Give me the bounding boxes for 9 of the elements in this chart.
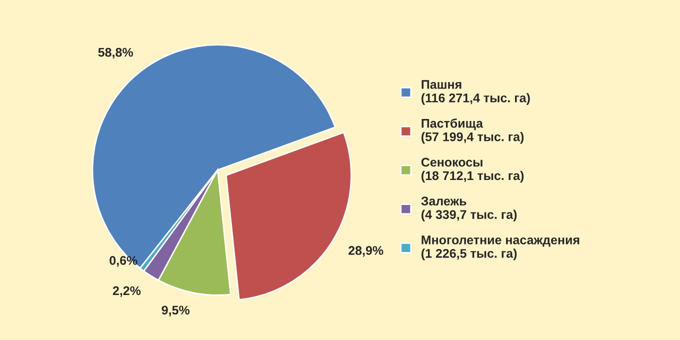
data-label: 58,8% xyxy=(98,48,133,59)
legend-label: Залежь (4 339,7 тыс. га) xyxy=(421,196,517,222)
data-label: 28,9% xyxy=(348,246,384,257)
legend-label: Сенокосы (18 712,1 тыс. га) xyxy=(421,158,524,183)
data-label: 2,2% xyxy=(112,286,141,297)
legend-label: Многолетние насаждения (1 226,5 тыс. га) xyxy=(422,236,580,260)
data-label: 9,5% xyxy=(162,306,190,316)
legend-label: Пашня (116 271,4 тыс. га) xyxy=(422,80,530,105)
legend-label: Пастбища (57 199,4 тыс. га) xyxy=(422,118,524,144)
